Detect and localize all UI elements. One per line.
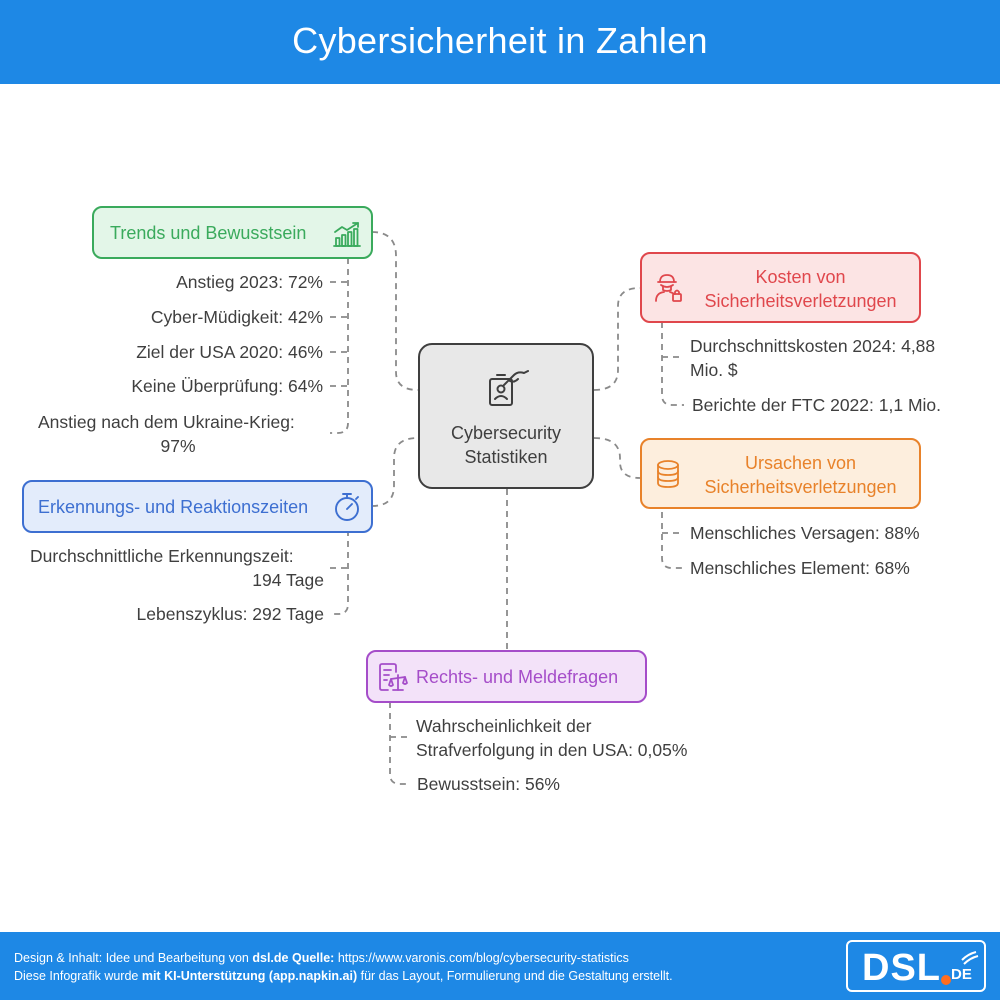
- header-bar: Cybersicherheit in Zahlen: [0, 0, 1000, 84]
- costs-item-2: Berichte der FTC 2022: 1,1 Mio.: [692, 395, 941, 415]
- page-title: Cybersicherheit in Zahlen: [292, 20, 708, 61]
- logo-text: DSL: [862, 947, 941, 989]
- growth-chart-icon: [333, 222, 361, 247]
- footer-line1-bold: dsl.de Quelle:: [252, 951, 335, 965]
- footer-ai-note: Diese Infografik wurde mit KI-Unterstütz…: [14, 967, 673, 985]
- trends-node: Trends und Bewusstsein: [92, 206, 373, 259]
- causes-title-line2: Sicherheitsverletzungen: [704, 477, 897, 497]
- footer-line2-suffix: für das Layout, Formulierung und die Ges…: [357, 969, 673, 983]
- stopwatch-icon: [335, 493, 359, 521]
- footer-credit-line: Design & Inhalt: Idee und Bearbeitung vo…: [14, 949, 629, 967]
- center-label-line2: Statistiken: [464, 447, 548, 467]
- footer-line2-prefix: Diese Infografik wurde: [14, 969, 142, 983]
- coin-stack-icon: [657, 460, 679, 488]
- costs-title-line2: Sicherheitsverletzungen: [704, 291, 897, 311]
- causes-title: Ursachen von Sicherheitsverletzungen: [688, 451, 913, 499]
- center-node: Cybersecurity Statistiken: [418, 343, 594, 489]
- legal-node: Rechts- und Meldefragen: [366, 650, 647, 703]
- costs-node: Kosten von Sicherheitsverletzungen: [640, 252, 921, 323]
- costs-item-1-line1: Durchschnittskosten 2024: 4,88: [690, 336, 936, 356]
- trends-item-3: Ziel der USA 2020: 46%: [136, 342, 323, 362]
- detection-node: Erkennungs- und Reaktionszeiten: [22, 480, 373, 533]
- hacker-icon: [655, 274, 682, 302]
- trends-item-5-line1: Anstieg nach dem Ukraine-Krieg:: [38, 412, 295, 432]
- trends-item-5-line2: 97%: [160, 436, 196, 456]
- causes-item-2: Menschliches Element: 68%: [690, 558, 910, 578]
- dsl-logo[interactable]: DSL DE: [846, 940, 986, 992]
- legal-item-1-line2: Strafverfolgung in den USA: 0,05%: [416, 740, 688, 760]
- trends-item-1: Anstieg 2023: 72%: [176, 272, 323, 292]
- detection-item-1-line2: 194 Tage: [252, 570, 324, 590]
- causes-node: Ursachen von Sicherheitsverletzungen: [640, 438, 921, 509]
- costs-item-1-line2: Mio. $: [690, 360, 738, 380]
- legal-title: Rechts- und Meldefragen: [416, 667, 619, 687]
- detection-title: Erkennungs- und Reaktionszeiten: [38, 497, 309, 517]
- footer-line1-prefix: Design & Inhalt: Idee und Bearbeitung vo…: [14, 951, 253, 965]
- logo-dot: [941, 975, 951, 985]
- center-label: Cybersecurity Statistiken: [420, 421, 592, 469]
- costs-title: Kosten von Sicherheitsverletzungen: [688, 265, 913, 313]
- trends-item-4: Keine Überprüfung: 64%: [131, 376, 323, 396]
- causes-title-line1: Ursachen von: [744, 453, 857, 473]
- footer-source-link[interactable]: https://www.varonis.com/blog/cybersecuri…: [334, 951, 629, 965]
- costs-title-line1: Kosten von: [755, 267, 846, 287]
- legal-item-2: Bewusstsein: 56%: [417, 774, 560, 794]
- detection-item-1-line1: Durchschnittliche Erkennungszeit:: [30, 546, 294, 566]
- trends-item-2: Cyber-Müdigkeit: 42%: [150, 307, 323, 327]
- id-badge-hand-icon: [489, 370, 529, 406]
- footer-bar: Design & Inhalt: Idee und Bearbeitung vo…: [0, 932, 1000, 1000]
- detection-item-2: Lebenszyklus: 292 Tage: [136, 604, 324, 624]
- logo-suffix: DE: [951, 966, 972, 983]
- legal-document-icon: [379, 663, 408, 691]
- trends-title: Trends und Bewusstsein: [110, 223, 307, 243]
- logo-signal-icon: [961, 951, 979, 965]
- causes-item-1: Menschliches Versagen: 88%: [690, 523, 920, 543]
- center-label-line1: Cybersecurity: [450, 423, 562, 443]
- legal-item-1-line1: Wahrscheinlichkeit der: [416, 716, 592, 736]
- footer-line2-bold: mit KI-Unterstützung (app.napkin.ai): [141, 969, 358, 983]
